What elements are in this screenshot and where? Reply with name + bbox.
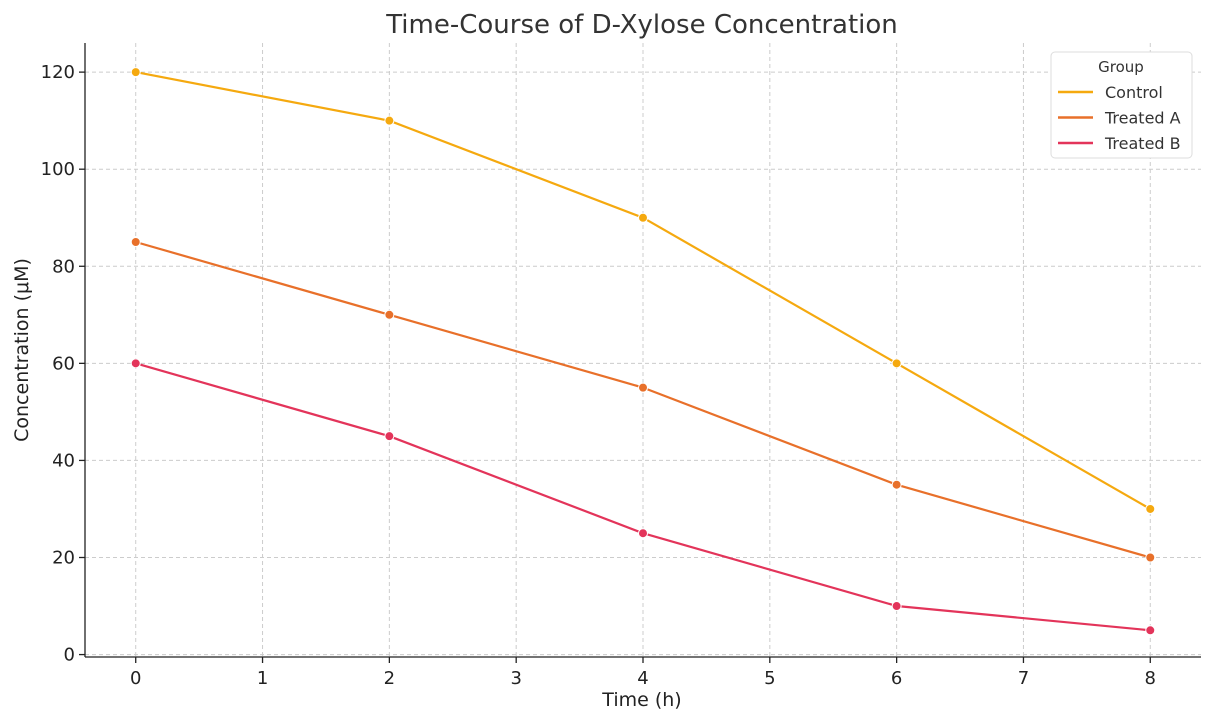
y-tick-label: 80 [52,256,75,277]
x-axis-label: Time (h) [601,689,681,711]
data-point-treated-a [130,237,141,248]
y-tick-label: 60 [52,353,75,374]
x-tick-label: 6 [891,668,902,689]
series-treated-b [130,358,1156,636]
x-tick-label: 0 [130,668,141,689]
y-tick-label: 20 [52,547,75,568]
data-point-treated-a [638,382,648,393]
y-tick-label: 100 [41,159,75,180]
y-tick-label: 0 [64,645,75,666]
data-point-control [1145,503,1156,514]
data-point-control [638,212,648,223]
y-tick-label: 120 [41,62,75,83]
data-point-treated-b [130,358,141,369]
legend-label: Treated A [1104,109,1181,128]
x-tick-label: 7 [1018,668,1029,689]
legend-label: Control [1105,83,1163,102]
series-treated-a [130,237,1156,563]
chart-title: Time-Course of D-Xylose Concentration [385,10,898,40]
x-tick-label: 8 [1145,668,1156,689]
data-point-control [384,115,395,126]
y-tick-label: 40 [52,450,75,471]
legend-item-treated-a: Treated A [1058,109,1181,128]
data-point-treated-a [1145,552,1156,563]
x-tick-label: 4 [637,668,648,689]
legend: Group Control Treated A Treated B [1050,51,1193,159]
data-point-control [891,358,902,369]
legend-item-control: Control [1058,83,1163,102]
x-tick-label: 1 [257,668,268,689]
data-point-treated-b [1145,625,1156,636]
legend-label: Treated B [1104,134,1181,153]
legend-item-treated-b: Treated B [1058,134,1181,153]
data-point-control [130,67,141,78]
data-point-treated-b [384,431,395,442]
legend-box [1050,51,1193,159]
legend-title: Group [1098,58,1144,76]
y-axis-label: Concentration (μM) [11,258,33,442]
x-tick-label: 3 [510,668,521,689]
grid [85,43,1201,657]
data-point-treated-a [891,479,902,490]
data-point-treated-a [384,309,395,320]
data-point-treated-b [891,601,902,612]
series-layer [130,67,1156,636]
x-tick-label: 2 [384,668,395,689]
x-tick-label: 5 [764,668,775,689]
data-point-treated-b [638,528,648,539]
series-control [130,67,1156,514]
